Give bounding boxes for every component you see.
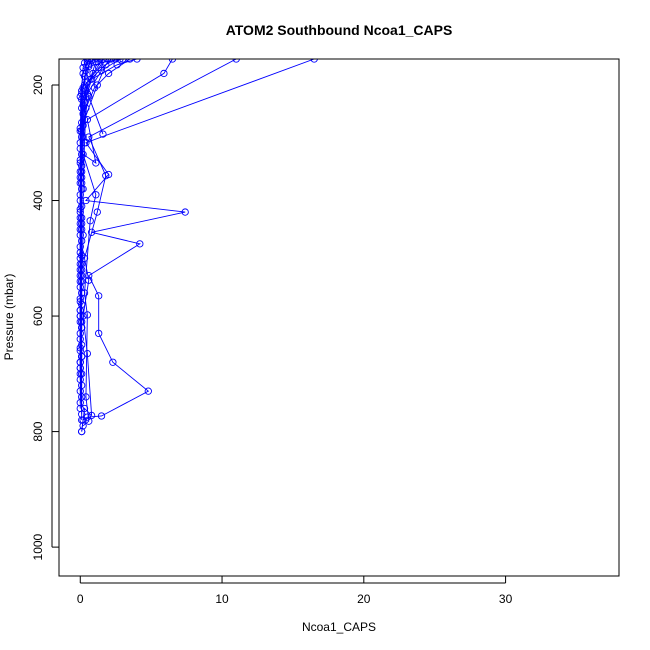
- data-point: [93, 208, 101, 216]
- data-point: [83, 349, 92, 358]
- data-point: [76, 404, 84, 413]
- x-tick-label: 20: [357, 592, 371, 606]
- x-axis-label: Ncoa1_CAPS: [302, 620, 376, 634]
- series-2: [78, 59, 240, 436]
- data-point: [96, 59, 104, 63]
- series-line: [81, 59, 237, 432]
- x-tick-label: 30: [499, 592, 513, 606]
- series-16: [76, 59, 127, 352]
- data-point: [93, 81, 101, 89]
- data-point: [310, 59, 318, 63]
- chart-title: ATOM2 Southbound Ncoa1_CAPS: [226, 22, 453, 38]
- series-line: [82, 59, 173, 427]
- x-tick-label: 10: [215, 592, 229, 606]
- data-point: [82, 393, 90, 401]
- data-point: [133, 59, 141, 63]
- data-point: [78, 416, 86, 424]
- series-line: [79, 59, 104, 392]
- series-line: [81, 59, 315, 432]
- data-point: [107, 59, 116, 63]
- y-tick-label: 800: [31, 421, 45, 441]
- data-point: [144, 387, 152, 395]
- data-point: [99, 130, 107, 138]
- data-point: [97, 412, 106, 420]
- data-point: [85, 417, 93, 425]
- y-tick-label: 600: [31, 306, 45, 326]
- data-point: [136, 240, 144, 248]
- data-point: [112, 59, 120, 63]
- data-point: [83, 413, 92, 421]
- data-point: [76, 364, 84, 372]
- y-tick-label: 400: [31, 190, 45, 210]
- data-point: [95, 329, 103, 338]
- series-line: [79, 59, 123, 348]
- data-point: [78, 251, 86, 260]
- data-point: [76, 205, 84, 213]
- x-tick-label: 0: [77, 592, 84, 606]
- data-point: [126, 59, 134, 63]
- x-axis-ticks: 0 10 20 30: [77, 576, 513, 606]
- y-axis-label: Pressure (mbar): [2, 274, 16, 361]
- data-point: [78, 118, 86, 127]
- plot-frame: [58, 58, 620, 577]
- data-point: [95, 292, 103, 300]
- series-layer: [76, 59, 318, 436]
- data-point: [104, 69, 113, 78]
- data-point: [83, 311, 92, 319]
- data-point: [86, 75, 94, 83]
- data-point: [85, 62, 93, 71]
- series-1: [78, 59, 318, 436]
- data-point: [160, 69, 168, 78]
- data-point: [116, 59, 124, 63]
- data-point: [85, 133, 93, 141]
- data-point: [79, 84, 87, 92]
- data-point: [87, 228, 96, 236]
- data-point: [232, 59, 240, 63]
- data-point: [76, 370, 84, 378]
- data-point: [181, 208, 189, 216]
- data-point: [109, 358, 117, 366]
- data-point: [86, 59, 94, 63]
- data-point: [86, 217, 94, 225]
- data-point: [76, 297, 84, 306]
- data-point: [95, 64, 103, 72]
- data-point: [79, 64, 87, 72]
- data-point: [92, 159, 100, 167]
- y-axis-ticks: 200 400 600 800 1000: [31, 75, 59, 560]
- data-point: [93, 59, 101, 63]
- data-point: [168, 59, 177, 63]
- data-point: [102, 172, 110, 180]
- y-tick-label: 1000: [31, 533, 45, 560]
- data-point: [89, 59, 97, 63]
- data-point: [100, 59, 109, 66]
- data-point: [119, 59, 127, 63]
- data-point: [83, 59, 92, 63]
- data-point: [78, 352, 86, 361]
- data-point: [76, 159, 84, 167]
- y-tick-label: 200: [31, 75, 45, 95]
- data-point: [76, 260, 84, 268]
- data-point: [76, 344, 84, 352]
- data-point: [92, 191, 100, 199]
- data-point: [76, 375, 84, 384]
- data-point: [78, 167, 86, 176]
